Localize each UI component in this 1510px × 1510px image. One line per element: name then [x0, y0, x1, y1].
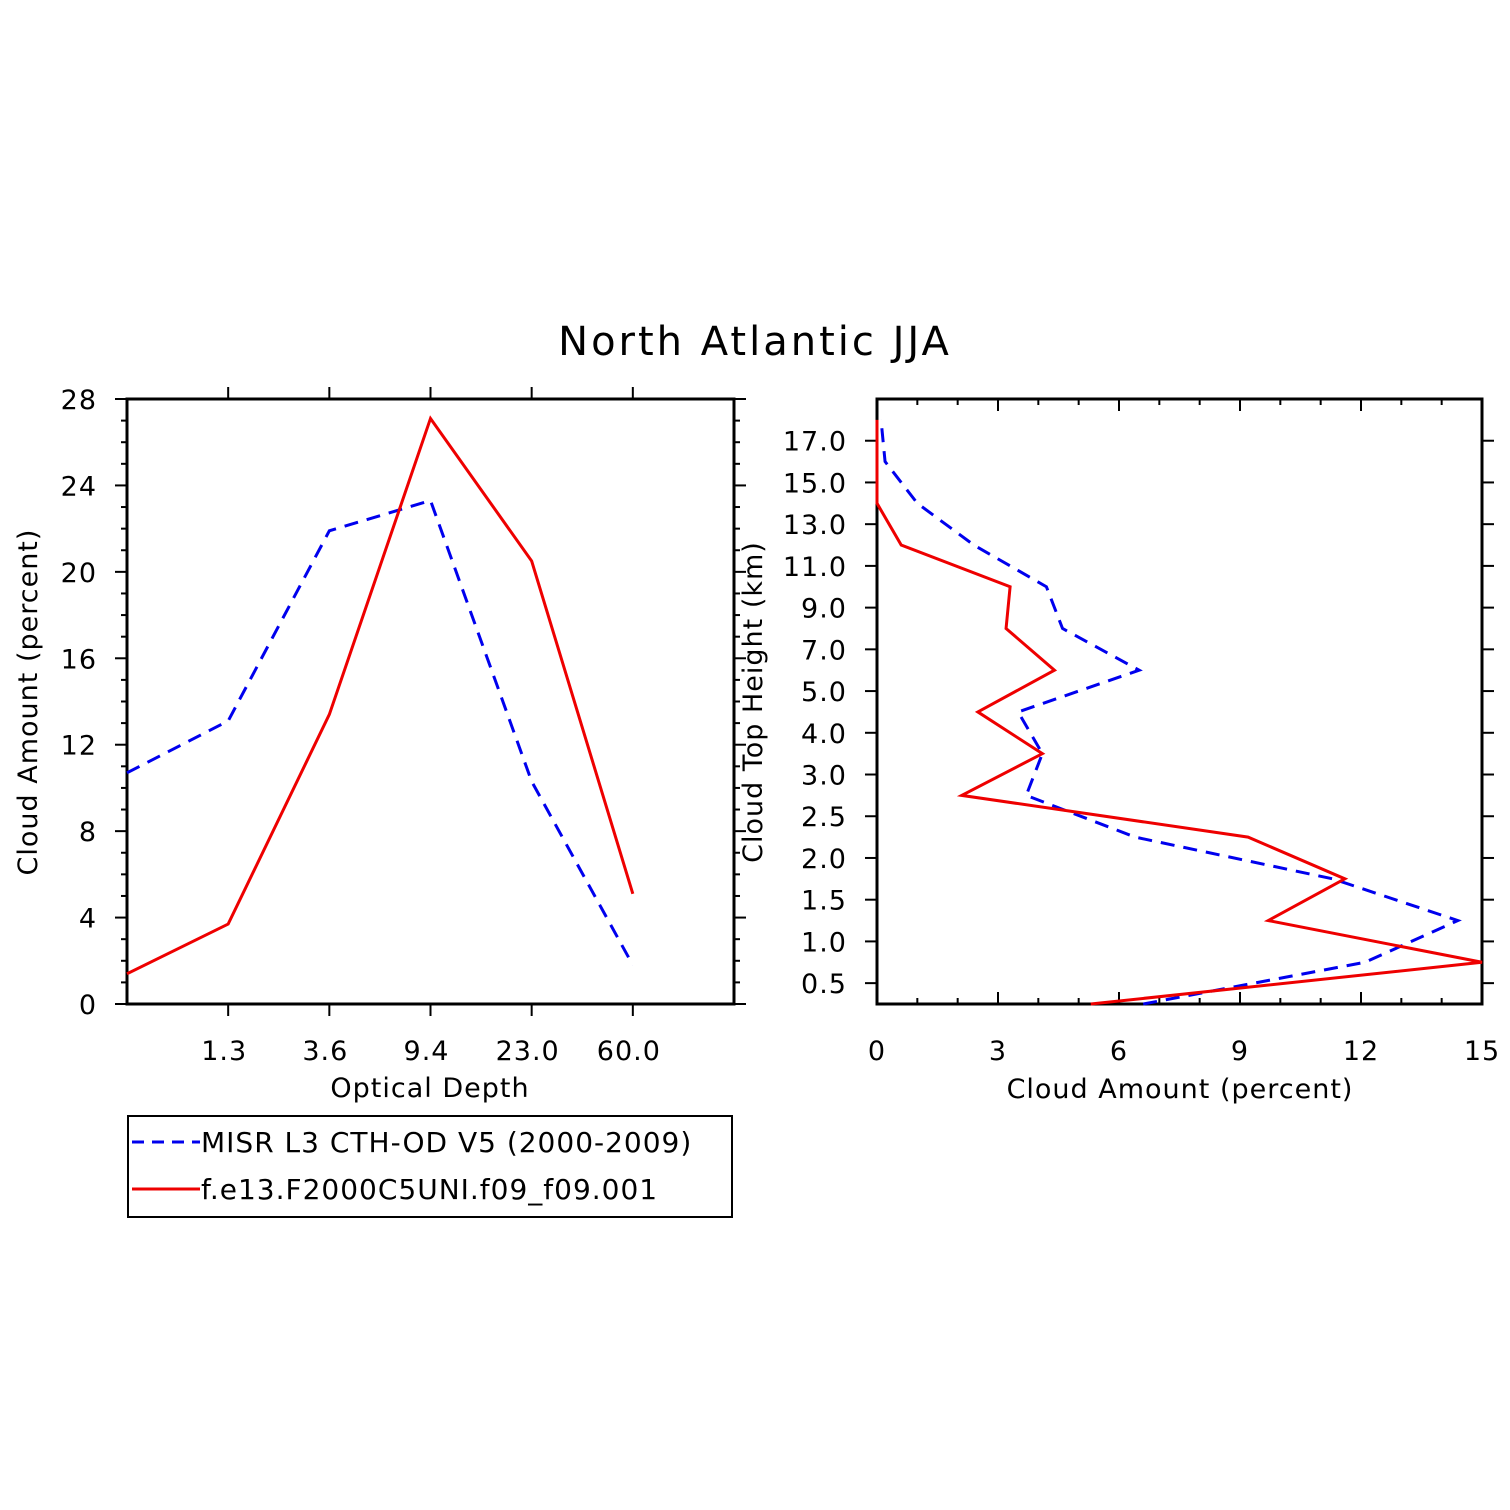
left-y-tick-label: 0	[79, 990, 97, 1021]
right-series-observation-line	[879, 419, 1462, 1006]
right-y-tick-label: 9.0	[801, 594, 847, 625]
right-ticks: 0 3 6 9 12 15 0.5 1.0 1.5 2.0 2.5 3.0 4.0 5.0 7.0 9.0 11…	[783, 399, 1500, 1067]
left-series-model-line	[126, 415, 635, 976]
right-y-tick-label: 17.0	[783, 427, 847, 458]
left-x-tick-label: 1.3	[201, 1036, 247, 1067]
right-y-tick-label: 1.0	[801, 927, 847, 958]
legend: MISR L3 CTH-OD V5 (2000-2009) f.e13.F200…	[127, 1115, 733, 1218]
left-series	[126, 415, 635, 976]
left-y-tick-label: 16	[61, 644, 97, 675]
left-ticks: 0 4 8 12 16 20 24 28 1.3 3.6 9.4 23.0 60.0	[61, 385, 746, 1067]
right-y-tick-label: 0.5	[801, 969, 847, 1000]
right-x-tick-label: 9	[1231, 1036, 1249, 1067]
right-y-axis-label: Cloud Top Height (km)	[738, 541, 769, 863]
right-plot-frame	[875, 397, 1484, 1006]
right-x-tick-label: 6	[1110, 1036, 1128, 1067]
right-y-tick-label: 1.5	[801, 886, 847, 917]
left-x-tick-label: 23.0	[496, 1036, 560, 1067]
left-plot-frame	[125, 397, 736, 1006]
left-y-tick-label: 20	[61, 558, 97, 589]
right-x-axis-label: Cloud Amount (percent)	[1007, 1074, 1354, 1105]
left-x-axis-label: Optical Depth	[330, 1073, 529, 1104]
left-y-tick-label: 12	[61, 731, 97, 762]
right-y-tick-label: 2.0	[801, 844, 847, 875]
right-y-tick-label: 7.0	[801, 635, 847, 666]
legend-label-observation: MISR L3 CTH-OD V5 (2000-2009)	[201, 1126, 692, 1159]
right-y-tick-label: 5.0	[801, 677, 847, 708]
right-y-tick-label: 11.0	[783, 552, 847, 583]
figure-title: North Atlantic JJA	[558, 319, 952, 365]
right-y-tick-label: 13.0	[783, 510, 847, 541]
left-y-tick-label: 8	[79, 817, 97, 848]
right-series	[875, 419, 1483, 1006]
left-x-tick-label: 60.0	[597, 1036, 661, 1067]
left-series-observation-line	[126, 498, 635, 966]
legend-label-model: f.e13.F2000C5UNI.f09_f09.001	[201, 1173, 658, 1206]
left-x-tick-label: 3.6	[302, 1036, 348, 1067]
left-panel: 0 4 8 12 16 20 24 28 1.3 3.6 9.4 23.0 60.0 Optical D…	[13, 385, 746, 1104]
right-x-tick-label: 12	[1343, 1036, 1379, 1067]
left-y-axis-label: Cloud Amount (percent)	[13, 529, 44, 876]
left-y-tick-label: 4	[79, 904, 97, 935]
right-y-tick-label: 2.5	[801, 802, 847, 833]
left-y-tick-label: 24	[61, 471, 97, 502]
right-y-tick-label: 4.0	[801, 719, 847, 750]
right-x-tick-label: 15	[1464, 1036, 1500, 1067]
right-y-tick-label: 3.0	[801, 761, 847, 792]
right-panel: 0 3 6 9 12 15 0.5 1.0 1.5 2.0 2.5 3.0 4.0 5.0 7.0 9.0 11…	[738, 397, 1500, 1105]
right-y-tick-label: 15.0	[783, 468, 847, 499]
right-series-model-line	[875, 419, 1483, 1006]
legend-box	[127, 1115, 733, 1218]
left-y-tick-label: 28	[61, 385, 97, 416]
left-x-tick-label: 9.4	[404, 1036, 450, 1067]
right-x-tick-label: 0	[868, 1036, 886, 1067]
right-x-tick-label: 3	[989, 1036, 1007, 1067]
